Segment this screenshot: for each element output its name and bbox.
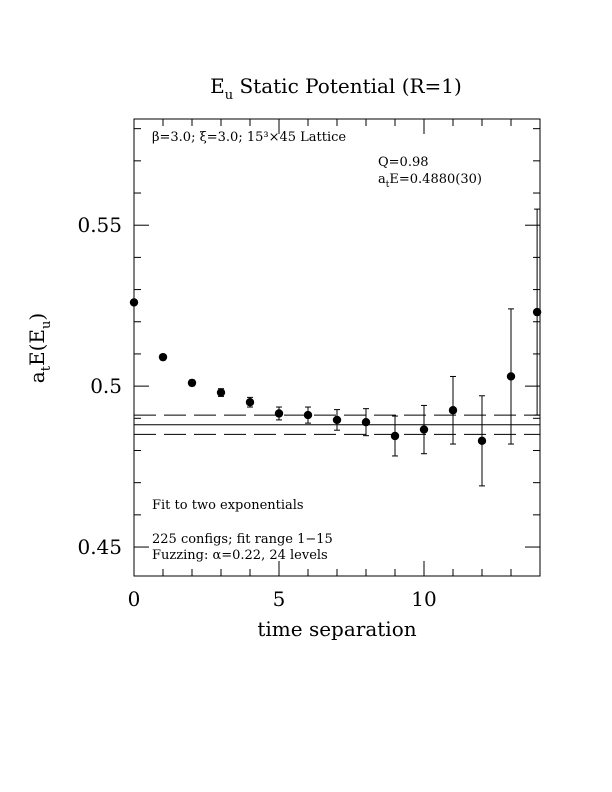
- energy-sub: t: [386, 180, 390, 190]
- method-annotation: Fit to two exponentials: [152, 498, 304, 513]
- data-point: [448, 406, 458, 415]
- title-sub: u: [225, 88, 233, 103]
- data-point: [477, 436, 487, 446]
- data-point: [245, 398, 255, 407]
- y-tick-label: 0.45: [77, 535, 122, 559]
- x-axis-label: time separation: [257, 617, 416, 641]
- x-tick-label: 10: [411, 587, 436, 611]
- energy-a: a: [378, 172, 386, 187]
- data-point: [390, 431, 400, 441]
- y-axis-label: atE(Eu): [25, 313, 54, 383]
- y-tick-label: 0.5: [90, 374, 122, 398]
- q-value-annotation: Q=0.98: [378, 155, 429, 170]
- ticks-layer: 0 5 10 0.45 0.5 0.55: [77, 119, 541, 611]
- data-point: [187, 378, 197, 388]
- ylabel-a: a: [25, 371, 49, 383]
- energy-rest: E=0.4880(30): [389, 172, 482, 187]
- points-layer: [129, 208, 542, 487]
- data-point: [532, 307, 542, 317]
- ylabel-a-sub: t: [39, 365, 54, 371]
- x-tick-label: 5: [273, 587, 286, 611]
- x-tick-label: 0: [128, 587, 141, 611]
- energy-annotation: atE=0.4880(30): [378, 172, 482, 190]
- ylabel-e-sub: u: [39, 321, 54, 329]
- configs-annotation: 225 configs; fit range 1−15: [152, 532, 333, 547]
- data-point: [361, 417, 371, 427]
- data-point: [216, 388, 226, 397]
- chart-title: Eu Static Potential (R=1): [210, 74, 462, 103]
- ylabel-close: ): [25, 313, 49, 321]
- data-point: [274, 409, 284, 418]
- data-point: [332, 415, 342, 425]
- fuzzing-annotation: Fuzzing: α=0.22, 24 levels: [152, 548, 328, 563]
- data-point: [506, 372, 516, 381]
- data-point: [303, 410, 313, 420]
- lattice-annotation: β=3.0; ξ=3.0; 15³×45 Lattice: [152, 130, 346, 145]
- ylabel-mid: E(E: [25, 329, 49, 366]
- data-point: [419, 425, 429, 434]
- title-main: E: [210, 74, 225, 98]
- data-point: [158, 352, 168, 362]
- y-tick-label: 0.55: [77, 213, 122, 237]
- data-point: [129, 298, 139, 307]
- title-rest: Static Potential (R=1): [233, 74, 462, 98]
